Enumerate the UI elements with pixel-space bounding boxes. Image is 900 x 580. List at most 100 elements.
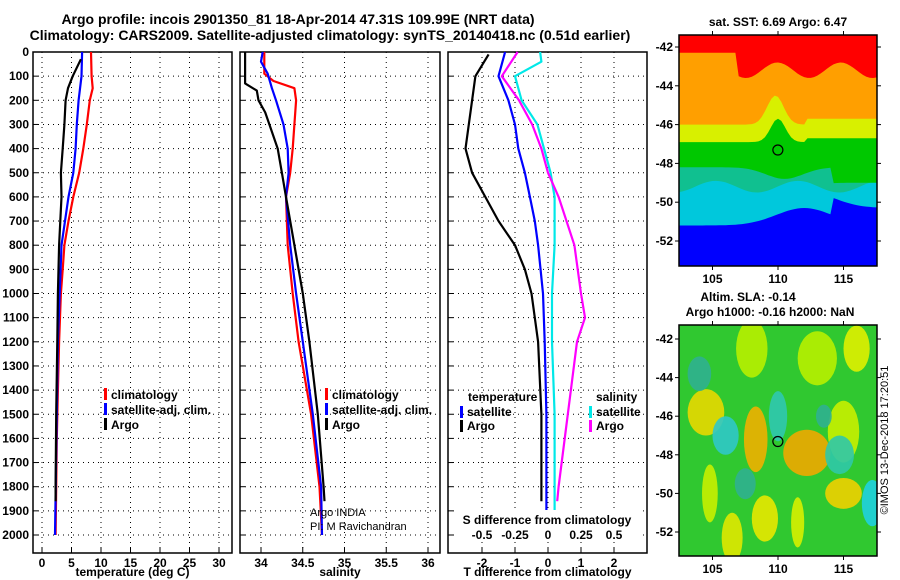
title-line2: Climatology: CARS2009. Satellite-adjuste… [30, 27, 631, 43]
s-tick-label: -0.25 [501, 528, 529, 542]
argo-location-marker [772, 435, 784, 448]
legend-swatch [589, 420, 592, 432]
x-tick-label: 36 [421, 556, 435, 570]
sla-anomaly-blob [712, 416, 739, 455]
sla-map-subtitle: Argo h1000: -0.16 h2000: NaN [686, 305, 855, 319]
map-y-tick-label: -52 [656, 525, 674, 539]
s-axis-label: S difference from climatology [463, 513, 632, 527]
series-line-satellite-adj-clim- [259, 51, 324, 536]
map-x-tick-label: 105 [702, 562, 722, 576]
sst-map-title: sat. SST: 6.69 Argo: 6.47 [709, 15, 848, 29]
x-tick-label: 35 [338, 556, 352, 570]
map-y-tick-label: -42 [656, 332, 674, 346]
sla-anomaly-blob [783, 429, 831, 477]
map-y-tick-label: -48 [656, 156, 674, 170]
x-tick-label: 34 [254, 556, 268, 570]
legend-label: satellite [596, 405, 641, 419]
map-x-tick-label: 115 [834, 562, 854, 576]
series-line-salinity-argo [500, 51, 587, 502]
legend-title-temperature: temperature [468, 390, 538, 404]
sla-anomaly-blob [815, 404, 832, 428]
map-y-tick-label: -46 [656, 409, 674, 423]
s-tick-label: 0 [545, 528, 552, 542]
map-y-tick-label: -42 [656, 40, 674, 54]
argo-location-marker [772, 144, 784, 156]
legend-label: satellite [467, 405, 512, 419]
legend-swatch [104, 418, 107, 430]
x-tick-label: 2 [611, 556, 618, 570]
legend-label: climatology [111, 388, 178, 402]
map-x-tick-label: 115 [834, 272, 854, 286]
y-tick-label: 1700 [2, 456, 29, 470]
legend-label: satellite-adj. clim. [111, 403, 211, 417]
map-x-tick-label: 110 [768, 562, 788, 576]
series-line-climatology [263, 52, 324, 536]
sla-anomaly-blob [721, 512, 743, 556]
y-tick-label: 400 [9, 142, 29, 156]
y-tick-label: 1500 [2, 407, 29, 421]
sst-map: 105 110 115 -42 -44 -46 -48 -50 -52 [656, 31, 881, 286]
secondary-axis-bg [455, 510, 640, 542]
x-tick-label: -1 [510, 556, 521, 570]
sla-anomaly-blob [734, 468, 756, 500]
x-tick-label: 10 [94, 556, 108, 570]
y-tick-label: 100 [9, 69, 29, 83]
y-tick-label: 1000 [2, 287, 29, 301]
sst-band [679, 35, 877, 78]
map-y-tick-label: -52 [656, 234, 674, 248]
y-tick-label: 900 [9, 262, 29, 276]
sla-anomaly-blob [702, 464, 718, 523]
series-line-temperature-argo [464, 53, 543, 502]
annotation-text: Argo INDIA [310, 507, 366, 519]
x-axis-label: T difference from climatology [463, 565, 631, 579]
map-y-tick-label: -50 [656, 486, 674, 500]
sla-anomaly-blob [825, 435, 854, 475]
sla-anomaly-blob [751, 495, 779, 542]
credit-text: ©IMOS 13-Dec-2018 17:20:51 [879, 366, 891, 515]
x-tick-label: 30 [212, 556, 226, 570]
title-line1: Argo profile: incois 2901350_81 18-Apr-2… [61, 11, 534, 27]
y-tick-label: 1400 [2, 383, 29, 397]
x-tick-label: 15 [124, 556, 138, 570]
sla-anomaly-blob [768, 391, 788, 442]
x-axis-label: temperature (deg C) [75, 565, 189, 579]
series-line-salinity-satellite [513, 51, 556, 535]
legend-label: satellite-adj. clim. [332, 403, 432, 417]
x-tick-label: 20 [153, 556, 167, 570]
s-tick-label: 0.25 [569, 528, 593, 542]
y-tick-label: 1200 [2, 335, 29, 349]
x-tick-label: 25 [183, 556, 197, 570]
sla-anomaly-blob [861, 479, 877, 527]
legend-swatch [104, 388, 107, 400]
difference-profile-panel: -2 -1 0 1 2T difference from climatology [447, 51, 648, 579]
series-line-climatology [54, 51, 94, 536]
y-tick-label: 1100 [3, 311, 29, 325]
legend-swatch [460, 420, 463, 432]
sla-anomaly-blob [791, 497, 805, 548]
map-x-tick-label: 110 [768, 272, 788, 286]
temperature-profile-panel: 0 5 10 15 20 25 30 temperature (deg C) [32, 51, 233, 579]
x-tick-label: 0 [39, 556, 46, 570]
plot-frame [239, 51, 441, 554]
map-y-tick-label: -44 [656, 371, 674, 385]
legend-label: Argo [467, 419, 495, 433]
sla-anomaly-blob [736, 325, 768, 378]
legend-swatch [460, 406, 463, 418]
y-tick-label: 300 [9, 117, 29, 131]
legend-label: climatology [332, 388, 399, 402]
y-tick-label: 500 [9, 166, 29, 180]
series-line-temperature-satellite [497, 51, 548, 535]
y-tick-label: 0 [22, 45, 29, 59]
x-axis-label: salinity [319, 565, 361, 579]
s-tick-label: -0.5 [472, 528, 493, 542]
annotation-text: PI: M Ravichandran [310, 521, 407, 533]
plot-frame [32, 51, 233, 554]
y-tick-label: 200 [9, 93, 29, 107]
x-tick-label: 5 [68, 556, 75, 570]
x-tick-label: 35.5 [375, 556, 399, 570]
sla-anomaly-blob [743, 406, 768, 473]
s-tick-label: 0.5 [606, 528, 623, 542]
y-tick-label: 600 [9, 190, 29, 204]
legend-swatch [325, 418, 328, 430]
